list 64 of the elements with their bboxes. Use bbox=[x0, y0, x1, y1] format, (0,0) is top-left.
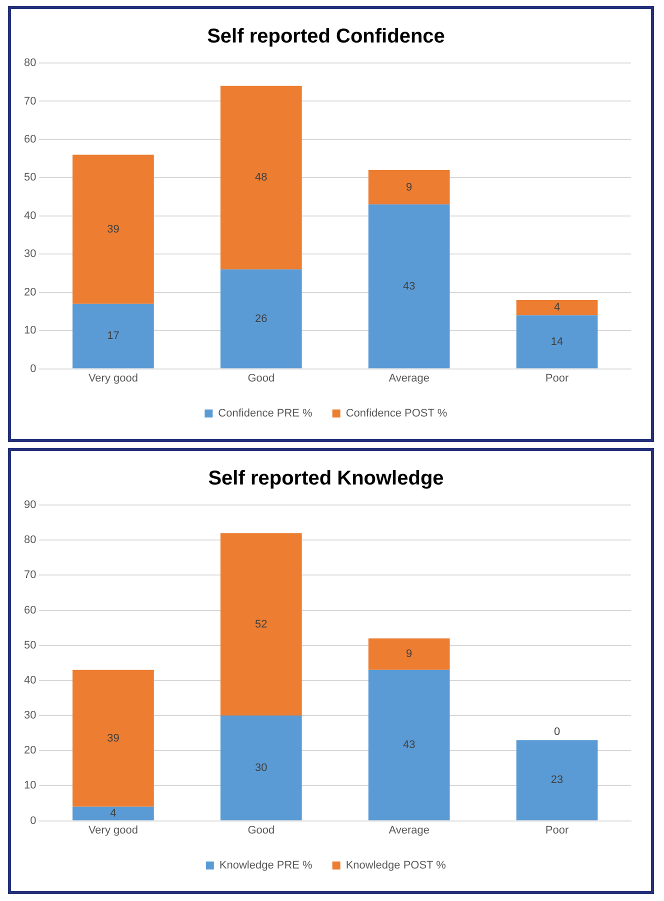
data-label: 39 bbox=[107, 223, 120, 236]
data-label: 9 bbox=[406, 181, 412, 194]
y-tick-label: 0 bbox=[30, 362, 36, 375]
x-tick-label: Average bbox=[388, 372, 430, 384]
y-tick-label: 80 bbox=[24, 534, 36, 546]
y-tick-label: 40 bbox=[24, 674, 36, 686]
data-label: 9 bbox=[406, 648, 412, 660]
data-label: 43 bbox=[402, 280, 416, 292]
y-tick-label: 90 bbox=[24, 499, 36, 512]
x-tick-label: Average bbox=[388, 824, 430, 836]
x-tick-label: Very good bbox=[88, 372, 138, 384]
y-tick-label: 20 bbox=[24, 744, 36, 757]
data-label: 30 bbox=[255, 762, 268, 774]
y-tick-label: 20 bbox=[24, 286, 36, 298]
bar bbox=[220, 716, 302, 820]
y-tick-label: 0 bbox=[30, 814, 36, 827]
y-tick-label: 10 bbox=[24, 780, 36, 792]
y-tick-label: 30 bbox=[24, 248, 36, 260]
data-label: 26 bbox=[255, 312, 268, 325]
bar bbox=[220, 86, 302, 270]
bar bbox=[72, 670, 154, 807]
y-tick-label: 70 bbox=[24, 95, 36, 108]
x-tick-label: Very good bbox=[88, 824, 138, 836]
y-tick-label: 40 bbox=[24, 210, 36, 222]
bar bbox=[368, 638, 450, 670]
bar bbox=[516, 300, 598, 316]
y-tick-label: 30 bbox=[24, 710, 36, 722]
legend-label: Confidence POST % bbox=[346, 408, 448, 420]
bar bbox=[516, 315, 598, 368]
data-label: 52 bbox=[255, 618, 268, 630]
y-tick-label: 60 bbox=[24, 133, 36, 146]
data-label: 14 bbox=[550, 336, 564, 348]
legend-label: Knowledge POST % bbox=[346, 860, 446, 872]
bar bbox=[220, 533, 302, 716]
data-label: 4 bbox=[554, 302, 560, 314]
chart-title: Self reported Confidence bbox=[207, 26, 445, 48]
data-label: 39 bbox=[107, 732, 120, 744]
chart-title: Self reported Knowledge bbox=[208, 468, 444, 490]
bar bbox=[72, 304, 154, 368]
legend-label: Knowledge PRE % bbox=[219, 860, 313, 872]
bar bbox=[72, 154, 154, 304]
y-tick-label: 10 bbox=[24, 324, 36, 337]
data-label: 4 bbox=[110, 808, 116, 820]
data-label: 23 bbox=[550, 774, 564, 786]
bar bbox=[368, 170, 450, 204]
bar bbox=[368, 204, 450, 368]
x-tick-label: Poor bbox=[545, 824, 569, 836]
legend-label: Confidence PRE % bbox=[218, 408, 313, 420]
bar bbox=[516, 740, 598, 820]
bar bbox=[368, 670, 450, 820]
bar bbox=[220, 269, 302, 368]
y-tick-label: 60 bbox=[24, 604, 36, 616]
y-tick-label: 50 bbox=[24, 172, 36, 184]
bar bbox=[72, 806, 154, 820]
y-tick-label: 80 bbox=[24, 57, 36, 70]
x-tick-label: Good bbox=[248, 824, 275, 836]
y-tick-label: 70 bbox=[24, 569, 36, 582]
data-label: 48 bbox=[255, 172, 268, 184]
data-label: 43 bbox=[402, 739, 416, 752]
data-label: 0 bbox=[554, 726, 560, 738]
data-label: 17 bbox=[107, 330, 120, 342]
x-tick-label: Poor bbox=[545, 372, 569, 384]
y-tick-label: 50 bbox=[24, 639, 36, 652]
x-tick-label: Good bbox=[248, 372, 275, 384]
